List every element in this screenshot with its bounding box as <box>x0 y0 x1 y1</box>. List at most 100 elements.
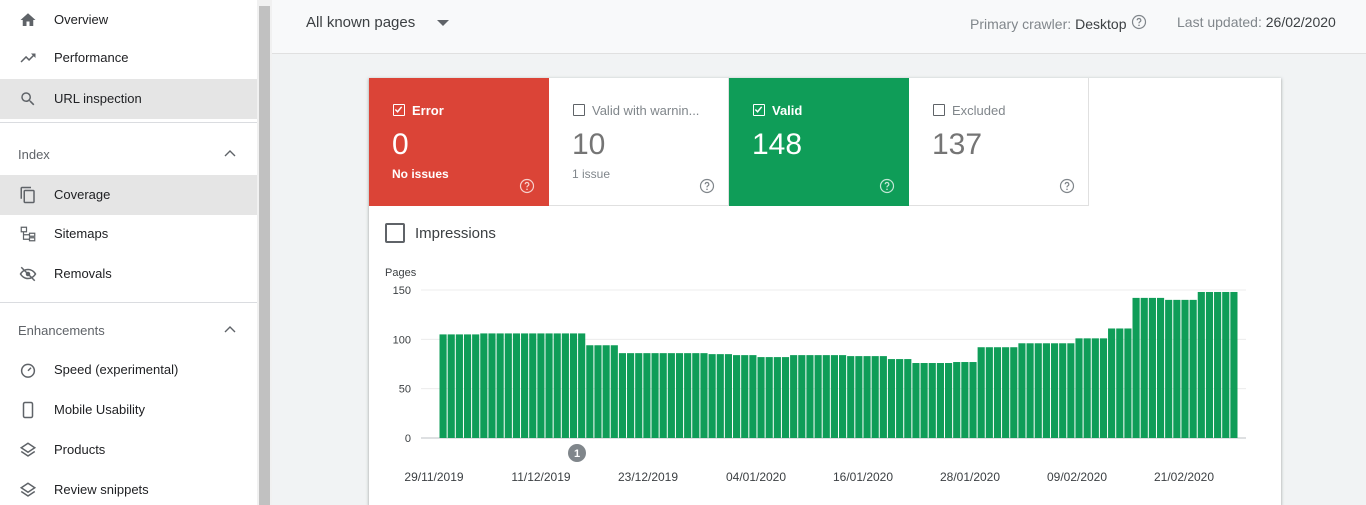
tile-checkbox-checked[interactable] <box>393 104 405 116</box>
chart-bar[interactable] <box>871 356 879 438</box>
chart-bar[interactable] <box>1205 291 1214 438</box>
chart-bar[interactable] <box>1002 347 1010 438</box>
chart-bar[interactable] <box>618 353 627 438</box>
chart-bar[interactable] <box>1059 343 1067 438</box>
chart-bar[interactable] <box>512 333 521 438</box>
chart-bar[interactable] <box>806 355 814 438</box>
chart-bar[interactable] <box>953 362 961 438</box>
tile-checkbox-unchecked[interactable] <box>573 104 585 116</box>
chart-bar[interactable] <box>985 347 993 438</box>
chart-bar[interactable] <box>594 345 602 438</box>
chart-bar[interactable] <box>765 357 773 438</box>
chart-bar[interactable] <box>578 333 586 438</box>
help-icon[interactable] <box>519 178 535 194</box>
scrollbar-thumb[interactable] <box>259 6 270 505</box>
chart-bar[interactable] <box>1140 297 1148 438</box>
chart-bar[interactable] <box>1132 297 1140 438</box>
chart-bar[interactable] <box>521 333 529 438</box>
chart-bar[interactable] <box>1173 299 1181 438</box>
chart-bar[interactable] <box>602 345 610 438</box>
chart-bar[interactable] <box>1018 343 1026 438</box>
nav-item-review-snippets[interactable]: Review snippets <box>0 470 257 505</box>
tile-checkbox-checked[interactable] <box>753 104 765 116</box>
nav-item-overview[interactable]: Overview <box>0 0 257 40</box>
chart-bar[interactable] <box>1091 338 1099 438</box>
nav-item-coverage[interactable]: Coverage <box>0 175 257 215</box>
help-icon[interactable] <box>699 178 715 194</box>
chart-bar[interactable] <box>749 355 757 438</box>
chart-bar[interactable] <box>912 363 920 438</box>
chart-bar[interactable] <box>790 355 798 438</box>
chart-bar[interactable] <box>635 353 643 438</box>
chart-bar[interactable] <box>1010 347 1018 438</box>
chart-bar[interactable] <box>847 356 855 438</box>
chart-bar[interactable] <box>716 354 724 438</box>
impressions-checkbox[interactable] <box>385 223 405 243</box>
chart-bar[interactable] <box>741 355 749 438</box>
chart-bar[interactable] <box>667 353 675 438</box>
chart-bar[interactable] <box>496 333 504 438</box>
help-icon[interactable] <box>1131 14 1147 33</box>
chart-bar[interactable] <box>928 363 936 438</box>
chart-bar[interactable] <box>855 356 863 438</box>
chart-bar[interactable] <box>439 334 447 438</box>
nav-item-mobile-usability[interactable]: Mobile Usability <box>0 390 257 430</box>
chart-bar[interactable] <box>1156 297 1165 438</box>
chart-bar[interactable] <box>1042 343 1050 438</box>
chart-bar[interactable] <box>1222 291 1230 438</box>
chart-bar[interactable] <box>733 355 741 438</box>
chart-bar[interactable] <box>1108 328 1116 438</box>
chart-bar[interactable] <box>1197 291 1205 438</box>
chart-bar[interactable] <box>1050 343 1059 438</box>
chart-bar[interactable] <box>814 355 822 438</box>
chart-bar[interactable] <box>1026 343 1034 438</box>
nav-item-speed[interactable]: Speed (experimental) <box>0 350 257 390</box>
chart-bar[interactable] <box>757 357 765 438</box>
chart-bar[interactable] <box>684 353 692 438</box>
chart-bar[interactable] <box>537 333 545 438</box>
chart-bar[interactable] <box>1189 299 1197 438</box>
sidebar-scrollbar[interactable] <box>257 0 272 505</box>
chart-bar[interactable] <box>659 353 667 438</box>
chart-bar[interactable] <box>1148 297 1156 438</box>
chart-bar[interactable] <box>675 353 684 438</box>
chart-bar[interactable] <box>1034 343 1042 438</box>
chart-bar[interactable] <box>944 363 953 438</box>
help-icon[interactable] <box>1059 178 1075 194</box>
chart-bar[interactable] <box>447 334 455 438</box>
chart-bar[interactable] <box>961 362 969 438</box>
chart-bar[interactable] <box>724 354 733 438</box>
chart-bar[interactable] <box>1214 291 1222 438</box>
chart-bar[interactable] <box>472 334 480 438</box>
chart-bar[interactable] <box>1165 299 1173 438</box>
tile-checkbox-unchecked[interactable] <box>933 104 945 116</box>
chart-bar[interactable] <box>1067 343 1075 438</box>
chart-bar[interactable] <box>643 353 651 438</box>
chart-bar[interactable] <box>1116 328 1124 438</box>
chart-bar[interactable] <box>488 333 496 438</box>
chart-bar[interactable] <box>586 345 594 438</box>
nav-item-removals[interactable]: Removals <box>0 254 257 294</box>
chart-bar[interactable] <box>1083 338 1091 438</box>
chart-bar[interactable] <box>1099 338 1108 438</box>
section-header-enhancements[interactable]: Enhancements <box>0 310 257 350</box>
chart-bar[interactable] <box>896 359 904 438</box>
chart-bar[interactable] <box>480 333 488 438</box>
chart-bar[interactable] <box>529 333 537 438</box>
chart-bar[interactable] <box>798 355 806 438</box>
chart-bar[interactable] <box>651 353 659 438</box>
chart-bar[interactable] <box>920 363 928 438</box>
chart-bar[interactable] <box>936 363 944 438</box>
chart-bar[interactable] <box>708 354 716 438</box>
chart-bar[interactable] <box>463 334 472 438</box>
pages-filter-dropdown[interactable]: All known pages <box>306 14 450 31</box>
tile-valid[interactable]: Valid 148 <box>729 78 909 206</box>
chart-bar[interactable] <box>781 357 790 438</box>
tile-excluded[interactable]: Excluded 137 <box>909 78 1089 206</box>
nav-item-products[interactable]: Products <box>0 430 257 470</box>
nav-item-sitemaps[interactable]: Sitemaps <box>0 214 257 254</box>
chart-bar[interactable] <box>610 345 618 438</box>
chart-bar[interactable] <box>969 362 977 438</box>
chart-bar[interactable] <box>993 347 1002 438</box>
impressions-toggle[interactable]: Impressions <box>385 223 496 243</box>
